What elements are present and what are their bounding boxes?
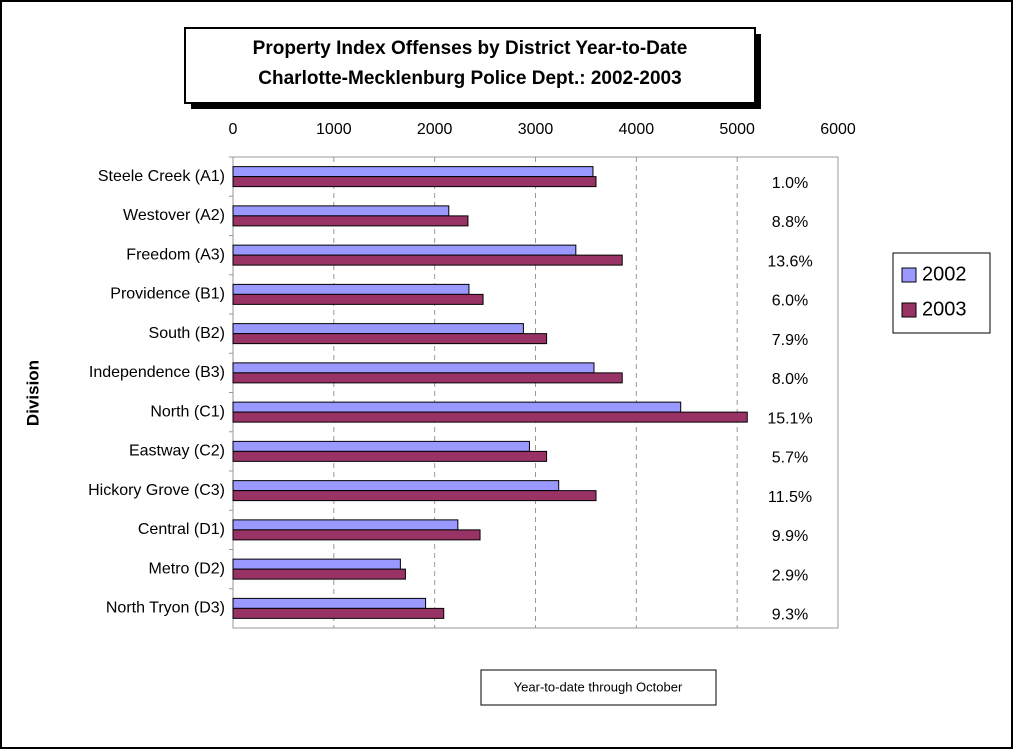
- bar: [232, 558, 401, 570]
- y-tick-label: Providence (B1): [110, 286, 225, 303]
- x-tick-label: 6000: [820, 121, 856, 138]
- change-label: 7.9%: [772, 332, 808, 349]
- change-label: 2.9%: [772, 567, 808, 584]
- title-box: [184, 27, 756, 104]
- x-tick-label: 2000: [417, 121, 453, 138]
- bar: [232, 333, 548, 345]
- change-label: 1.0%: [772, 175, 808, 192]
- y-axis-label: Division: [23, 360, 42, 426]
- change-label: 13.6%: [767, 253, 812, 270]
- bar: [232, 490, 597, 502]
- y-tick-label: South (B2): [149, 325, 225, 342]
- change-label: 8.0%: [772, 371, 808, 388]
- chart-title: Property Index Offenses by District Year…: [253, 38, 688, 59]
- y-tick-label: Central (D1): [138, 521, 225, 538]
- x-tick-label: 5000: [719, 121, 755, 138]
- bar: [232, 440, 530, 452]
- x-tick-label: 1000: [316, 121, 352, 138]
- x-tick-label: 0: [229, 121, 238, 138]
- bar: [232, 372, 623, 384]
- y-tick-label: Eastway (C2): [129, 443, 225, 460]
- change-label: 6.0%: [772, 293, 808, 310]
- bar: [232, 176, 597, 188]
- change-label: 9.9%: [772, 528, 808, 545]
- legend-label: 2002: [922, 263, 967, 285]
- bar: [232, 244, 577, 256]
- bar: [232, 411, 748, 423]
- bar: [232, 597, 427, 609]
- bar: [232, 323, 524, 335]
- y-tick-label: North (C1): [150, 403, 225, 420]
- bar: [232, 480, 560, 492]
- bar: [232, 450, 548, 462]
- bar: [232, 568, 406, 580]
- bar: [232, 362, 595, 374]
- change-label: 5.7%: [772, 450, 808, 467]
- y-tick-label: Freedom (A3): [126, 246, 225, 263]
- bar: [232, 283, 470, 295]
- y-tick-label: Metro (D2): [149, 560, 225, 577]
- y-tick-label: Steele Creek (A1): [98, 168, 225, 185]
- y-tick-label: Hickory Grove (C3): [88, 482, 225, 499]
- bar: [232, 215, 469, 227]
- x-tick-label: 4000: [619, 121, 655, 138]
- note-box: [480, 669, 717, 706]
- bar: [232, 254, 623, 266]
- change-label: 9.3%: [772, 607, 808, 624]
- legend-swatch: [901, 267, 917, 283]
- x-tick-label: 3000: [518, 121, 554, 138]
- bar: [232, 166, 594, 178]
- bar: [232, 205, 450, 217]
- bar: [232, 293, 484, 305]
- change-label: 11.5%: [768, 489, 812, 506]
- y-tick-label: Westover (A2): [123, 207, 225, 224]
- bar: [232, 607, 445, 619]
- bar: [232, 529, 481, 541]
- note: Year-to-date through October: [514, 679, 683, 694]
- bar: [232, 401, 682, 413]
- chart-subtitle: Charlotte-Mecklenburg Police Dept.: 2002…: [258, 68, 681, 89]
- legend-swatch: [901, 302, 917, 318]
- legend-box: [892, 252, 991, 334]
- bar: [232, 519, 459, 531]
- change-label: 15.1%: [767, 410, 812, 427]
- y-tick-label: North Tryon (D3): [106, 600, 225, 617]
- change-label: 8.8%: [772, 214, 808, 231]
- legend-label: 2003: [922, 298, 967, 320]
- y-tick-label: Independence (B3): [89, 364, 225, 381]
